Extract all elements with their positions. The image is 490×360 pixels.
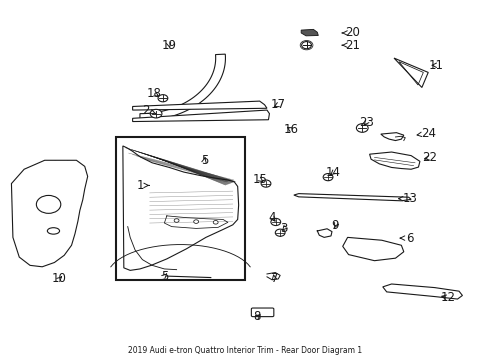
Text: 17: 17 bbox=[271, 98, 286, 111]
Text: 2: 2 bbox=[143, 104, 155, 117]
Text: 18: 18 bbox=[147, 87, 162, 100]
Circle shape bbox=[194, 220, 198, 224]
Text: 6: 6 bbox=[400, 231, 414, 244]
Text: 19: 19 bbox=[162, 39, 177, 52]
Text: 21: 21 bbox=[342, 39, 360, 52]
Text: 8: 8 bbox=[253, 310, 261, 324]
FancyBboxPatch shape bbox=[251, 308, 274, 317]
Text: 14: 14 bbox=[325, 166, 341, 179]
Text: 16: 16 bbox=[284, 123, 299, 136]
Bar bbox=[116, 137, 245, 280]
Circle shape bbox=[356, 124, 368, 132]
Text: 23: 23 bbox=[359, 116, 373, 129]
Text: 20: 20 bbox=[342, 27, 360, 40]
Text: 5: 5 bbox=[161, 270, 168, 283]
Polygon shape bbox=[123, 146, 239, 270]
Circle shape bbox=[213, 221, 218, 224]
Polygon shape bbox=[343, 237, 404, 261]
Circle shape bbox=[271, 219, 281, 226]
Polygon shape bbox=[133, 110, 270, 122]
Text: 11: 11 bbox=[429, 59, 444, 72]
Text: 4: 4 bbox=[269, 211, 276, 224]
Circle shape bbox=[36, 195, 61, 213]
Text: 10: 10 bbox=[52, 273, 67, 285]
Text: 22: 22 bbox=[422, 151, 437, 164]
Text: 7: 7 bbox=[270, 272, 278, 285]
Polygon shape bbox=[394, 58, 428, 87]
Text: 15: 15 bbox=[252, 173, 267, 186]
Circle shape bbox=[275, 229, 285, 236]
Polygon shape bbox=[140, 54, 225, 121]
Circle shape bbox=[323, 174, 333, 181]
Circle shape bbox=[174, 219, 179, 222]
Circle shape bbox=[261, 180, 271, 187]
Polygon shape bbox=[369, 152, 420, 169]
Text: 9: 9 bbox=[332, 219, 339, 233]
Polygon shape bbox=[381, 133, 404, 140]
Text: 13: 13 bbox=[398, 192, 417, 205]
Circle shape bbox=[158, 95, 168, 102]
Polygon shape bbox=[11, 160, 88, 267]
Text: 24: 24 bbox=[417, 127, 436, 140]
Text: 2019 Audi e-tron Quattro Interior Trim - Rear Door Diagram 1: 2019 Audi e-tron Quattro Interior Trim -… bbox=[128, 346, 362, 355]
Text: 3: 3 bbox=[280, 222, 288, 235]
Text: 12: 12 bbox=[441, 291, 456, 304]
Text: 5: 5 bbox=[201, 154, 208, 167]
Text: 1: 1 bbox=[136, 179, 149, 192]
Ellipse shape bbox=[48, 228, 60, 234]
Circle shape bbox=[302, 41, 312, 49]
Polygon shape bbox=[383, 284, 463, 299]
Circle shape bbox=[150, 109, 162, 118]
Polygon shape bbox=[301, 30, 319, 36]
Polygon shape bbox=[294, 194, 411, 201]
Polygon shape bbox=[133, 101, 267, 110]
